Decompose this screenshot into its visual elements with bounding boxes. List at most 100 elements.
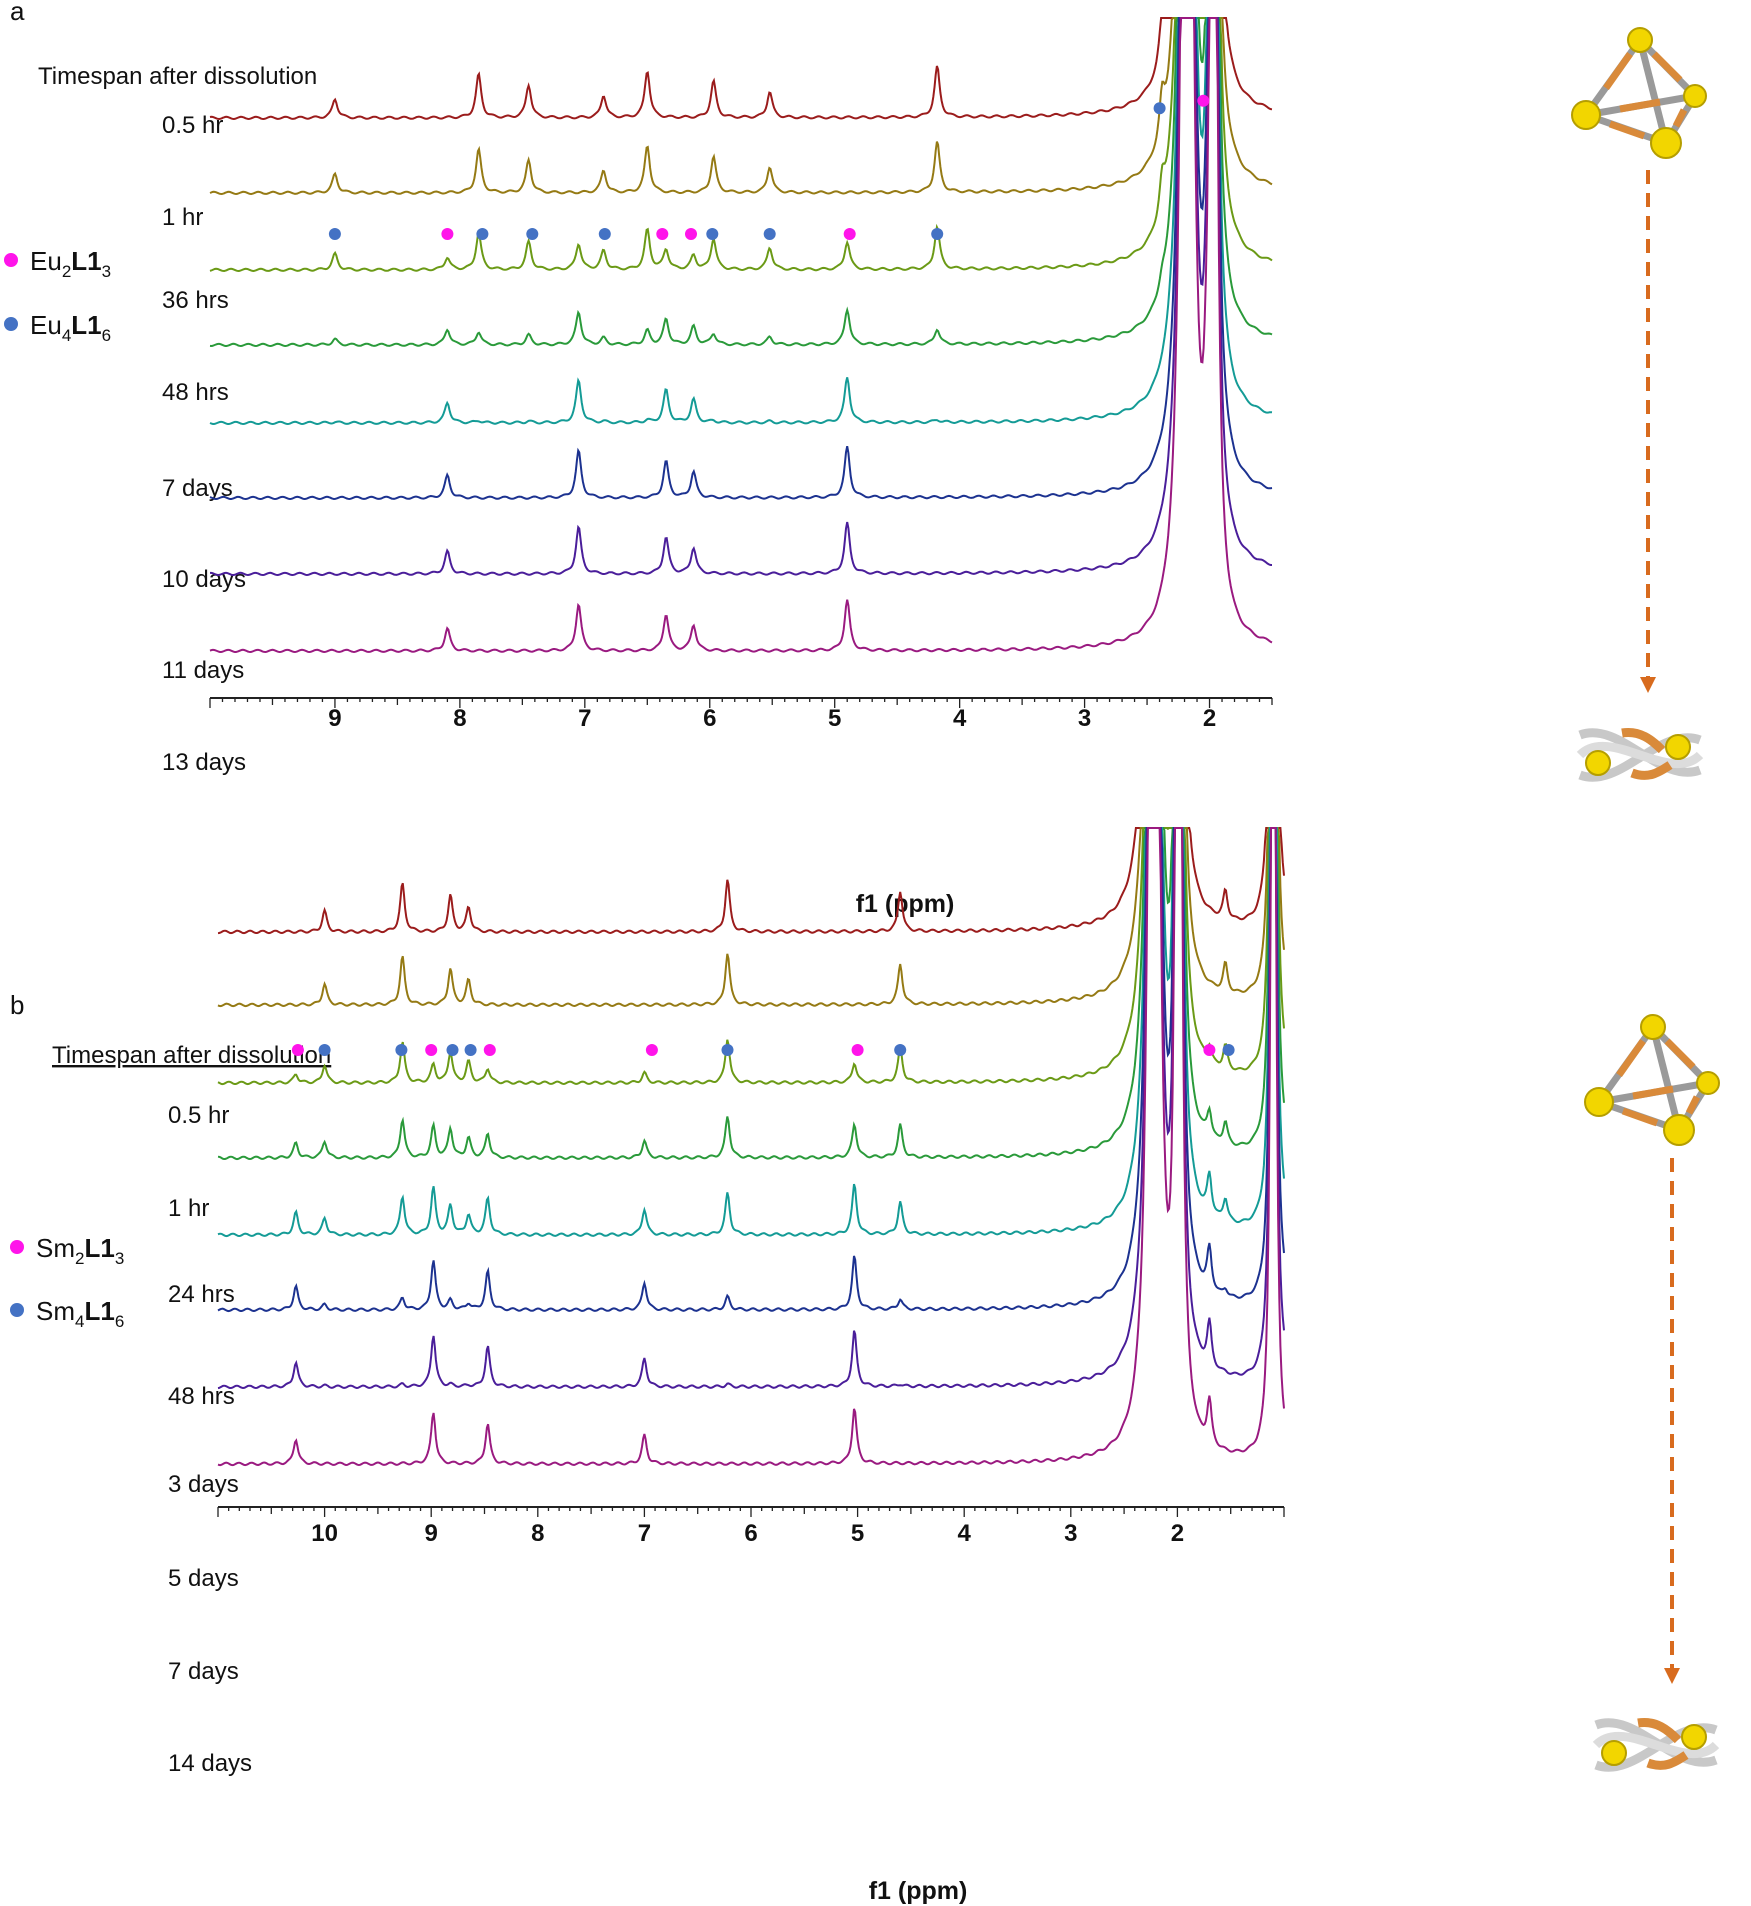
series-label: 14 days [168, 1750, 252, 1777]
series-label: 0.5 hr [168, 1102, 229, 1129]
tetrahedron-cage-icon [1571, 27, 1707, 159]
marker-dimer [645, 1044, 658, 1056]
spectrum-trace [217, 827, 1285, 1238]
marker-dimer [851, 1044, 864, 1056]
legend-label-sm4l16: Sm4L16 [36, 1296, 124, 1331]
marker-tetramer [476, 228, 489, 240]
peak-markers-a [328, 94, 1210, 240]
x-tick-label: 2 [1171, 1520, 1184, 1547]
legend-b: Sm2L13 Sm4L16 [10, 1233, 124, 1331]
panel-letter-a: a [10, 0, 25, 26]
marker-tetramer [464, 1044, 477, 1056]
series-labels-a: 0.5 hr 1 hr 36 hrs 48 hrs 7 days 10 days… [162, 112, 246, 776]
spectrum-trace [210, 17, 1272, 577]
spectrum-trace [217, 827, 1285, 1390]
marker-dimer [291, 1044, 304, 1056]
x-tick-label: 3 [1078, 705, 1091, 732]
series-label: 24 hrs [168, 1281, 235, 1308]
spectra-a [209, 17, 1273, 654]
legend-marker-eu2l13 [4, 253, 18, 267]
x-tick-label: 2 [1203, 705, 1216, 732]
marker-dimer [425, 1044, 438, 1056]
series-label: 5 days [168, 1565, 239, 1592]
legend-label-sm2l13: Sm2L13 [36, 1233, 124, 1268]
marker-tetramer [395, 1044, 408, 1056]
marker-tetramer [318, 1044, 331, 1056]
marker-tetramer [1222, 1044, 1235, 1056]
marker-tetramer [706, 228, 719, 240]
x-axis-b: 10 9 8 7 6 5 4 3 2 [217, 1506, 1285, 1547]
series-label: 11 days [162, 657, 244, 684]
tetrahedron-cage-icon [1584, 1014, 1720, 1146]
marker-dimer [843, 228, 856, 240]
marker-dimer [656, 228, 669, 240]
timespan-heading-b: Timespan after dissolution [52, 1042, 331, 1069]
series-label: 36 hrs [162, 287, 229, 314]
x-tick-label: 8 [531, 1520, 544, 1547]
panel-b: b Timespan after dissolution Sm2L13 Sm4L… [10, 827, 1720, 1905]
spectrum-trace [209, 17, 1273, 426]
legend-marker-sm2l13 [10, 1240, 24, 1254]
x-tick-label: 10 [311, 1520, 338, 1547]
spectrum-trace [217, 827, 1285, 1086]
spectrum-trace [217, 827, 1285, 1467]
marker-dimer [483, 1044, 496, 1056]
spectrum-trace [209, 17, 1273, 654]
timespan-heading-a: Timespan after dissolution [38, 63, 317, 90]
x-tick-label: 8 [453, 705, 466, 732]
marker-tetramer [598, 228, 611, 240]
marker-dimer [1203, 1044, 1216, 1056]
marker-dimer [685, 228, 697, 240]
conversion-arrow-a [1640, 170, 1656, 693]
panel-a: a Timespan after dissolution Eu2L13 Eu4L… [4, 0, 1707, 918]
spectrum-trace [209, 17, 1273, 121]
marker-dimer [441, 228, 454, 240]
spectrum-trace [217, 827, 1285, 1008]
spectrum-trace [209, 17, 1273, 273]
spectra-b [217, 827, 1285, 1467]
series-label: 0.5 hr [162, 112, 223, 139]
series-label: 3 days [168, 1471, 239, 1498]
marker-tetramer [931, 228, 944, 240]
marker-dimer [1197, 94, 1210, 107]
series-label: 48 hrs [162, 379, 229, 406]
spectrum-trace [209, 17, 1273, 196]
series-labels-b: 0.5 hr 1 hr 24 hrs 48 hrs 3 days 5 days … [168, 1102, 252, 1777]
series-label: 1 hr [168, 1195, 209, 1222]
x-tick-label: 7 [578, 705, 591, 732]
legend-a: Eu2L13 Eu4L16 [4, 246, 111, 345]
x-tick-label: 4 [958, 1520, 972, 1547]
series-label: 48 hrs [168, 1383, 235, 1410]
x-tick-label: 7 [638, 1520, 651, 1547]
peak-markers-b [291, 1044, 1235, 1056]
x-tick-label: 9 [328, 705, 341, 732]
helicate-icon [1576, 727, 1704, 782]
x-tick-label: 3 [1064, 1520, 1077, 1547]
marker-tetramer [721, 1044, 734, 1056]
series-label: 13 days [162, 749, 246, 776]
x-tick-label: 6 [744, 1520, 757, 1547]
series-label: 1 hr [162, 204, 203, 231]
marker-tetramer [894, 1044, 907, 1056]
x-tick-label: 5 [851, 1520, 864, 1547]
x-axis-title-b: f1 (ppm) [869, 1877, 968, 1905]
spectrum-trace [217, 827, 1285, 1161]
marker-tetramer [1153, 102, 1166, 115]
spectrum-trace [209, 17, 1273, 348]
spectrum-trace [217, 827, 1285, 1313]
helicate-icon [1592, 1717, 1720, 1772]
legend-marker-sm4l16 [10, 1303, 24, 1317]
spectrum-trace [217, 827, 1285, 935]
spectrum-trace [209, 17, 1273, 501]
series-label: 7 days [168, 1658, 239, 1685]
x-tick-label: 6 [703, 705, 716, 732]
x-axis-title-a: f1 (ppm) [856, 890, 955, 918]
panel-letter-b: b [10, 990, 24, 1020]
legend-label-eu2l13: Eu2L13 [30, 246, 111, 281]
conversion-arrow-b [1664, 1158, 1680, 1684]
marker-tetramer [446, 1044, 459, 1056]
marker-tetramer [763, 228, 776, 240]
marker-tetramer [328, 228, 341, 240]
marker-tetramer [526, 228, 539, 240]
